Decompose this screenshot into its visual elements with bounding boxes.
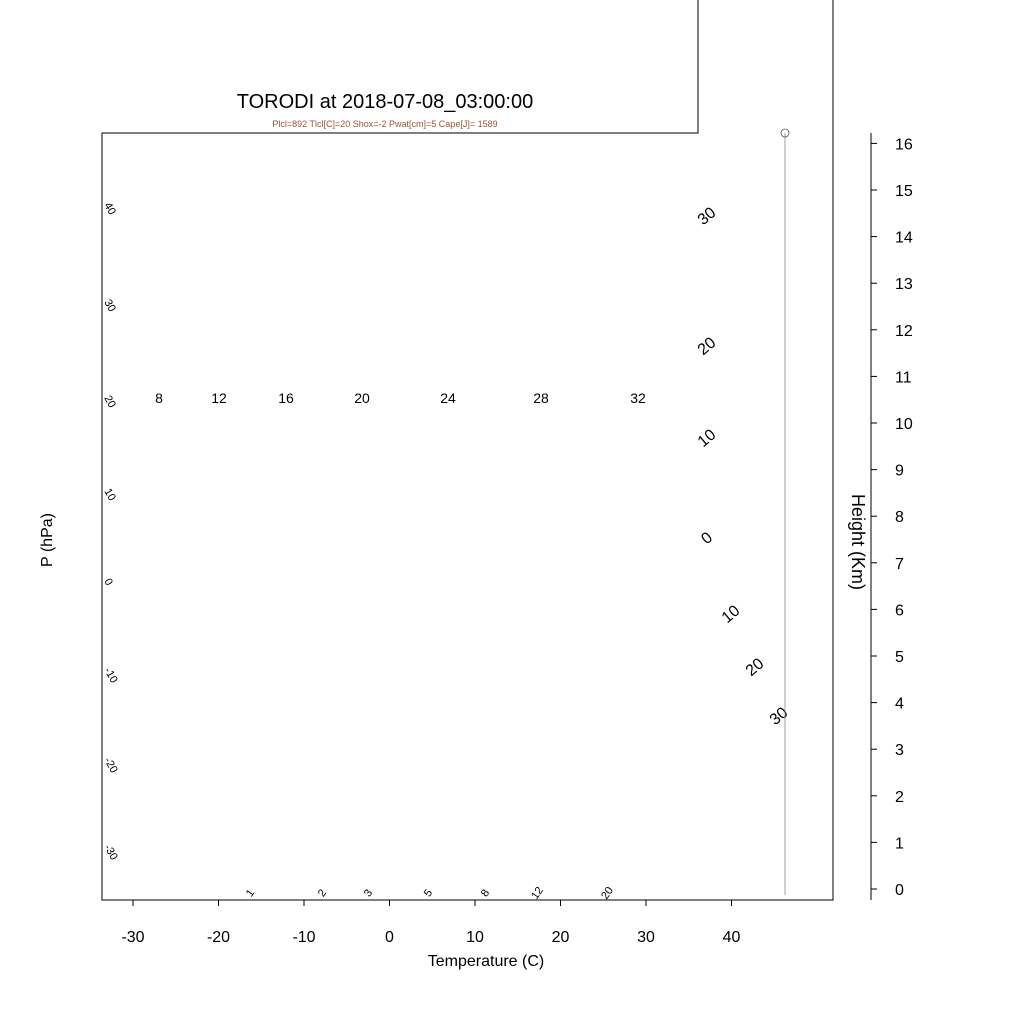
- isotherm-label-right: 30: [767, 704, 792, 729]
- height-tick-label: 3: [895, 742, 904, 759]
- isotherm-label-right: 20: [743, 655, 768, 680]
- isotherm-label-right: 0: [698, 529, 716, 548]
- height-tick-label: 7: [895, 556, 904, 573]
- height-tick-label: 5: [895, 649, 904, 666]
- moist-adiabat-label: 28: [533, 390, 549, 406]
- x-tick-label: 30: [637, 929, 655, 946]
- isotherm-label-right: 10: [719, 602, 744, 627]
- height-tick-label: 8: [895, 509, 904, 526]
- mixing-ratio-label: 1: [244, 887, 257, 899]
- isotherm-label-left: 10: [101, 487, 118, 504]
- isotherm-label-left: -30: [101, 843, 119, 863]
- height-tick-label: 1: [895, 835, 904, 852]
- isotherm-label-left: 30: [101, 298, 118, 315]
- chart-title: TORODI at 2018-07-08_03:00:00: [237, 91, 533, 113]
- isotherm-label-left: 20: [101, 394, 118, 411]
- moist-adiabat-label: 16: [278, 390, 294, 406]
- mixing-ratio-label: 3: [362, 887, 375, 899]
- isotherm-label-right: 20: [695, 334, 720, 359]
- height-tick-label: 14: [895, 230, 913, 247]
- height-tick-label: 6: [895, 602, 904, 619]
- moist-adiabat-label: 12: [211, 390, 227, 406]
- isotherm-label-right: 10: [695, 426, 720, 451]
- height-tick-label: 9: [895, 463, 904, 480]
- x-tick-label: 10: [466, 929, 484, 946]
- x-axis-label: Temperature (C): [428, 953, 544, 970]
- mixing-ratio-label: 20: [599, 885, 616, 902]
- x-tick-label: -10: [292, 929, 315, 946]
- x-tick-label: -20: [207, 929, 230, 946]
- height-tick-label: 16: [895, 136, 913, 153]
- height-tick-label: 10: [895, 416, 913, 433]
- mixing-ratio-label: 2: [316, 887, 329, 899]
- height-tick-label: 15: [895, 183, 913, 200]
- isotherm-label-left: -20: [101, 756, 119, 776]
- moist-adiabat-label: 8: [155, 390, 163, 406]
- mixing-ratio-label: 8: [479, 887, 492, 899]
- height-tick-label: 0: [895, 882, 904, 899]
- plot-frame: [101, 0, 834, 901]
- height-tick-label: 4: [895, 696, 904, 713]
- moist-adiabat-label: 20: [354, 390, 370, 406]
- height-tick-label: 11: [895, 369, 912, 386]
- mixing-ratio-label: 12: [529, 885, 546, 902]
- mixing-ratio-label: 5: [422, 887, 435, 899]
- height-tick-label: 2: [895, 789, 904, 806]
- isotherm-label-left: 0: [101, 577, 114, 588]
- y-axis-label: P (hPa): [39, 513, 56, 567]
- height-axis-label: Height (Km): [848, 494, 868, 590]
- chart-subtitle: Plcl=892 Tlcl[C]=20 Shox=-2 Pwat[cm]=5 C…: [272, 119, 497, 129]
- moist-adiabat-label: 32: [630, 390, 646, 406]
- isotherm-label-right: 30: [695, 204, 720, 229]
- x-tick-label: -30: [121, 929, 144, 946]
- moist-adiabat-label: 24: [440, 390, 456, 406]
- height-tick-label: 13: [895, 276, 913, 293]
- wind-calm-circle: [780, 128, 790, 138]
- isotherm-label-left: -10: [101, 666, 119, 686]
- x-tick-label: 0: [385, 929, 394, 946]
- x-tick-label: 40: [723, 929, 741, 946]
- isotherm-label-left: 40: [101, 201, 118, 218]
- plot-layer: 1001502002503004005007008501000-30-20-10…: [101, 0, 913, 946]
- height-tick-label: 12: [895, 323, 913, 340]
- x-tick-label: 20: [552, 929, 570, 946]
